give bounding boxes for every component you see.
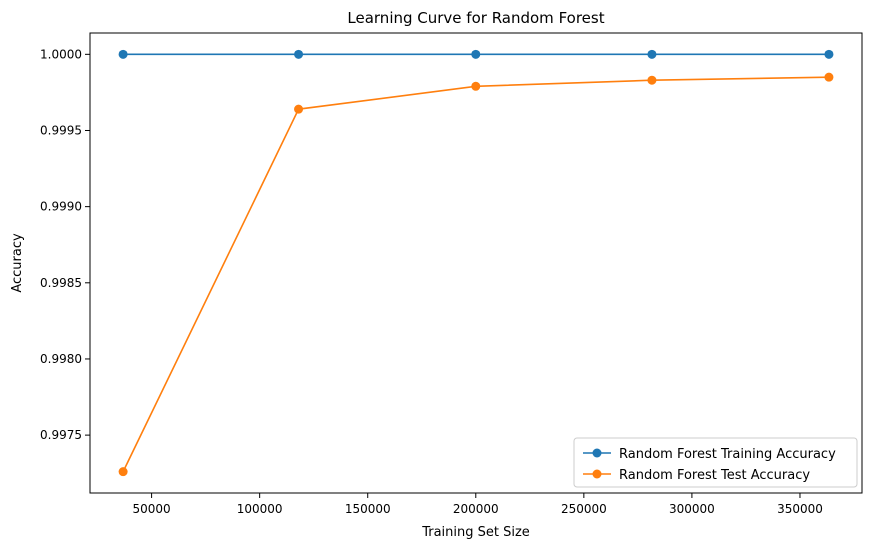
series-0-point <box>647 49 657 59</box>
legend-marker <box>592 448 602 458</box>
chart-title: Learning Curve for Random Forest <box>347 9 604 27</box>
legend: Random Forest Training Accuracy Random Fo… <box>573 437 858 488</box>
series-0-point <box>471 49 481 59</box>
y-tick-label: 1.0000 <box>40 47 82 61</box>
series-1-point <box>471 81 481 91</box>
y-tick-label: 0.9975 <box>40 428 82 442</box>
series-line-1 <box>122 76 829 473</box>
series-1-point <box>824 72 834 82</box>
x-tick-label: 50000 <box>133 502 171 516</box>
plot-frame <box>89 32 863 494</box>
x-tick-label: 300000 <box>669 502 715 516</box>
series-1-point <box>294 104 304 114</box>
x-tick-label: 200000 <box>453 502 499 516</box>
y-axis: 0.9975 0.9980 0.9985 0.9990 0.9995 1.0000 <box>40 47 90 442</box>
x-axis: 50000 100000 150000 200000 250000 300000 35000… <box>133 493 823 516</box>
x-tick-label: 100000 <box>237 502 283 516</box>
y-axis-label: Accuracy <box>10 233 25 293</box>
x-tick-label: 150000 <box>345 502 391 516</box>
legend-box <box>573 437 858 488</box>
x-axis-label: Training Set Size <box>421 525 530 540</box>
series-0-point <box>824 49 834 59</box>
series-1-point <box>647 75 657 85</box>
plot-area <box>118 49 834 477</box>
series-0-point <box>118 49 128 59</box>
y-tick-label: 0.9985 <box>40 276 82 290</box>
series-0-point <box>294 49 304 59</box>
x-tick-label: 350000 <box>777 502 823 516</box>
series-1-point <box>118 467 128 477</box>
y-tick-label: 0.9980 <box>40 352 82 366</box>
y-tick-label: 0.9995 <box>40 123 82 137</box>
legend-marker <box>592 469 602 479</box>
y-tick-label: 0.9990 <box>40 200 82 214</box>
legend-label: Random Forest Test Accuracy <box>619 468 810 483</box>
legend-label: Random Forest Training Accuracy <box>619 447 836 462</box>
x-tick-label: 250000 <box>561 502 607 516</box>
